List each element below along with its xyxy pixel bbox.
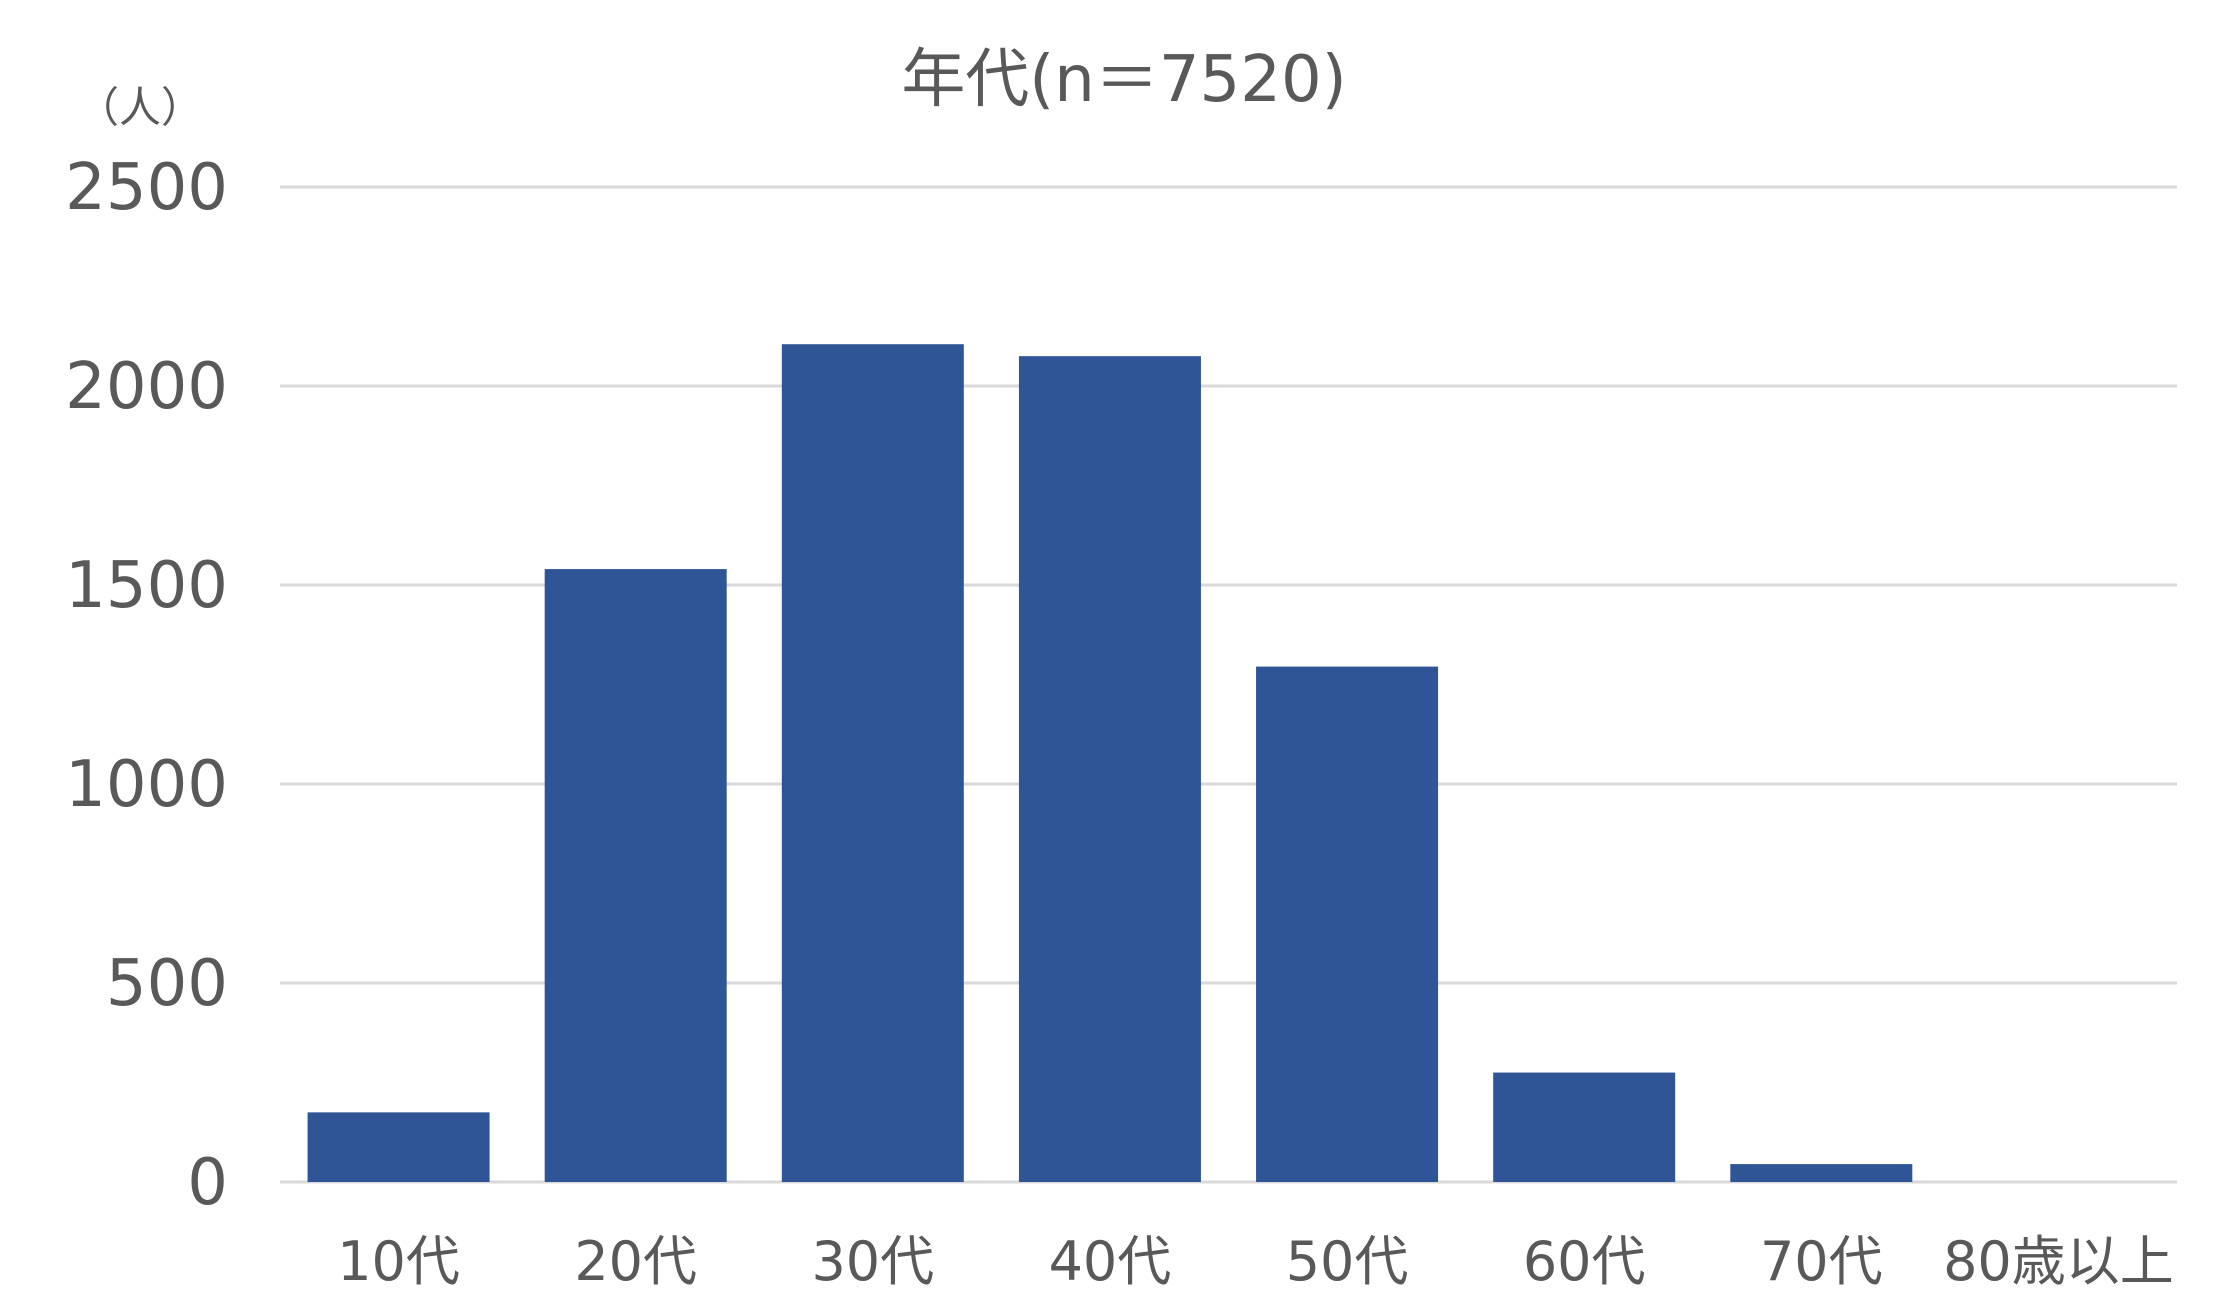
bar-70代 — [1730, 1164, 1913, 1182]
bar-30代 — [781, 344, 964, 1183]
y-tick-label: 0 — [187, 1146, 228, 1220]
x-tick-label: 80歳以上 — [1943, 1230, 2174, 1293]
x-tick-label: 50代 — [1286, 1230, 1409, 1293]
x-tick-label: 10代 — [337, 1230, 460, 1293]
chart-title: 年代(n＝7520) — [901, 43, 1346, 117]
x-tick-label: 30代 — [811, 1230, 934, 1293]
y-tick-label: 2500 — [65, 151, 228, 225]
x-tick-label: 70代 — [1760, 1230, 1883, 1293]
y-tick-label: 2000 — [65, 350, 228, 424]
bar-20代 — [544, 569, 727, 1182]
bar-10代 — [307, 1112, 490, 1182]
x-tick-label: 60代 — [1523, 1230, 1646, 1293]
y-tick-label: 500 — [106, 947, 228, 1021]
y-axis-unit: （人） — [77, 83, 203, 132]
x-tick-label: 40代 — [1049, 1230, 1172, 1293]
bar-50代 — [1256, 666, 1439, 1182]
y-tick-label: 1000 — [65, 748, 228, 822]
x-tick-label: 20代 — [574, 1230, 697, 1293]
bar-60代 — [1493, 1072, 1676, 1182]
bar-40代 — [1018, 356, 1201, 1182]
y-tick-label: 1500 — [65, 549, 228, 623]
